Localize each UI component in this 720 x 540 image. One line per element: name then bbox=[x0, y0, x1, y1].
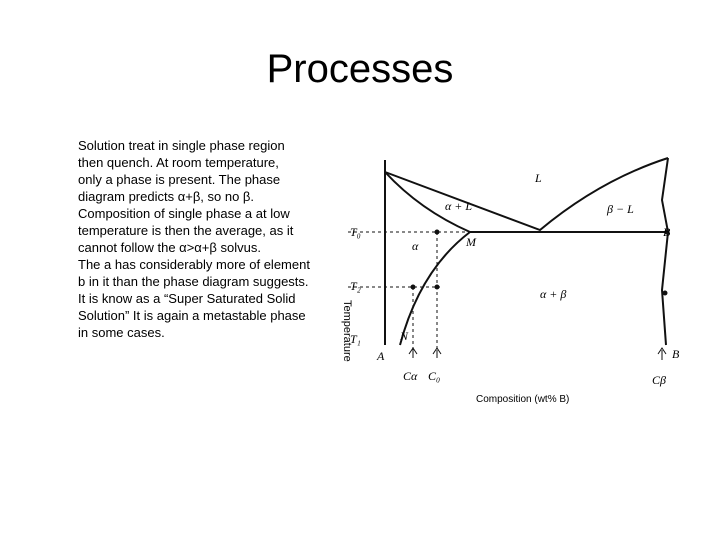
solidus bbox=[384, 171, 471, 233]
end-label: B bbox=[672, 347, 680, 361]
composition-label: C₀ bbox=[428, 369, 440, 383]
composition-label: Cα bbox=[403, 369, 418, 383]
body-line: Solution treat in single phase region bbox=[78, 138, 285, 153]
region-label: α bbox=[412, 239, 419, 253]
edge-label: B bbox=[663, 225, 671, 239]
y-axis-label: Temperature bbox=[341, 300, 353, 362]
body-line: It is know as a “Super Saturated Solid bbox=[78, 291, 296, 306]
point-label: N bbox=[399, 329, 409, 343]
body-line: in some cases. bbox=[78, 325, 165, 340]
point-label: M bbox=[465, 235, 477, 249]
slide-title: Processes bbox=[267, 47, 454, 91]
composition-label: Cβ bbox=[652, 373, 666, 387]
body-line: then quench. At room temperature, bbox=[78, 155, 279, 170]
body-line: Composition of single phase a at low bbox=[78, 206, 290, 221]
region-label: α + β bbox=[540, 287, 566, 301]
liquidus bbox=[384, 157, 669, 232]
region-label: β − L bbox=[606, 202, 634, 216]
body-line: diagram predicts α+β, so no β. bbox=[78, 189, 254, 204]
arrows bbox=[408, 347, 667, 360]
body-line: Solution” It is again a metastable phase bbox=[78, 308, 306, 323]
guide-lines bbox=[348, 231, 470, 350]
end-label: A bbox=[376, 349, 385, 363]
points bbox=[410, 229, 670, 296]
body-line: temperature is then the average, as it bbox=[78, 223, 294, 238]
phase-diagram bbox=[348, 157, 670, 360]
body-line: b in it than the phase diagram suggests. bbox=[78, 274, 309, 289]
solvus-alpha bbox=[399, 231, 471, 346]
body-text: Solution treat in single phase region the… bbox=[78, 138, 310, 340]
body-line: only a phase is present. The phase bbox=[78, 172, 280, 187]
temp-label: T₂ bbox=[350, 279, 361, 293]
body-line: The a has considerably more of element bbox=[78, 257, 310, 272]
region-label: L bbox=[534, 171, 542, 185]
solvus-beta bbox=[660, 157, 670, 346]
temp-label: T₀ bbox=[350, 225, 361, 239]
temp-label: T₁ bbox=[350, 332, 361, 346]
x-axis-label: Composition (wt% B) bbox=[476, 394, 569, 405]
region-label: α + L bbox=[445, 199, 472, 213]
body-line: cannot follow the α>α+β solvus. bbox=[78, 240, 261, 255]
